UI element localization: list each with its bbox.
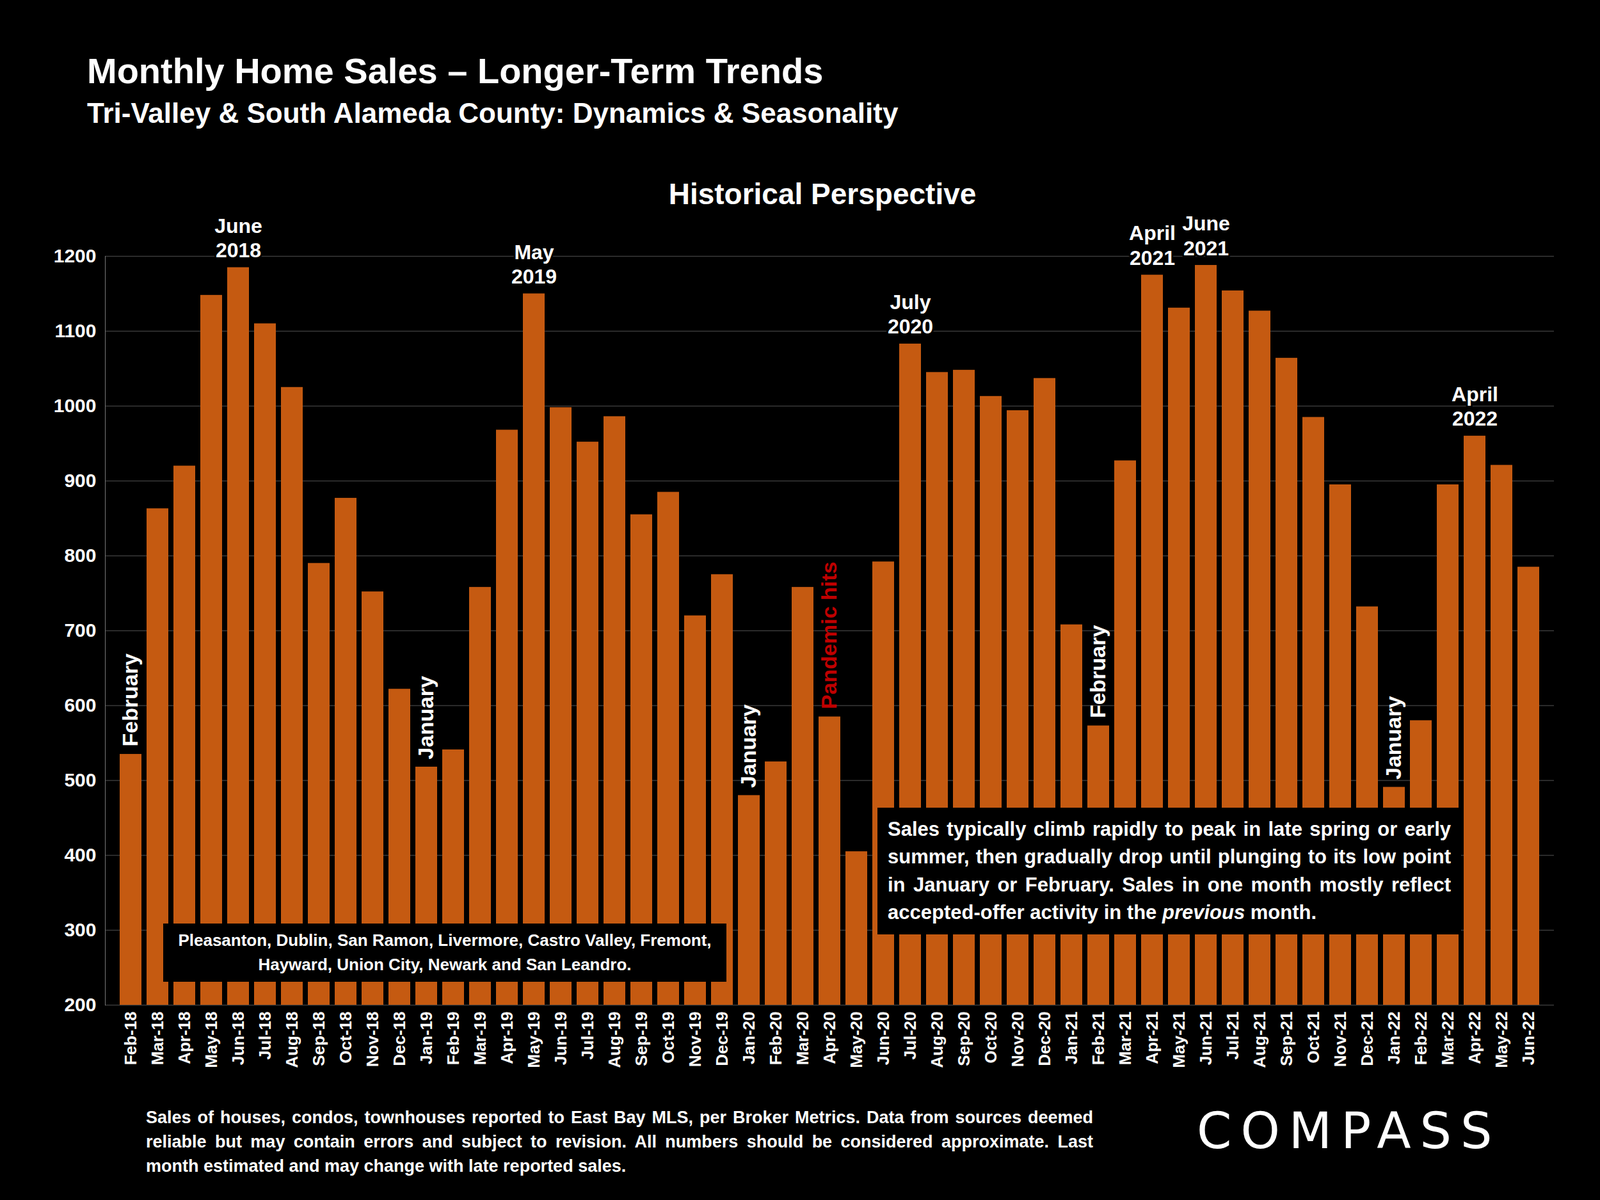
- svg-text:Pandemic hits: Pandemic hits: [816, 561, 841, 710]
- svg-text:May2019: May2019: [511, 240, 557, 288]
- svg-text:600: 600: [64, 694, 96, 716]
- svg-text:Aug-21: Aug-21: [1249, 1011, 1270, 1069]
- svg-text:1100: 1100: [54, 320, 96, 342]
- svg-text:May-19: May-19: [524, 1011, 544, 1069]
- svg-text:Sep-20: Sep-20: [954, 1011, 974, 1067]
- svg-text:Mar-20: Mar-20: [792, 1011, 813, 1066]
- svg-text:May-20: May-20: [846, 1011, 866, 1069]
- svg-text:Apr-21: Apr-21: [1142, 1011, 1162, 1065]
- svg-text:Jan-20: Jan-20: [739, 1011, 759, 1065]
- svg-text:Apr-20: Apr-20: [819, 1011, 840, 1065]
- svg-text:Jan-19: Jan-19: [416, 1011, 436, 1065]
- html-text:Sales of houses, condos, townh: Sales of houses, condos, townhouses repo…: [145, 1107, 1094, 1176]
- svg-text:300: 300: [64, 919, 96, 941]
- svg-text:Nov-19: Nov-19: [685, 1011, 705, 1068]
- svg-text:Mar-22: Mar-22: [1438, 1011, 1458, 1066]
- svg-text:February: February: [1085, 625, 1110, 719]
- svg-text:900: 900: [64, 469, 96, 491]
- svg-text:1200: 1200: [53, 245, 97, 267]
- svg-text:January: January: [736, 704, 761, 788]
- svg-text:Mar-18: Mar-18: [147, 1011, 168, 1066]
- html-text:Tri-Valley & South Alameda Cou: Tri-Valley & South Alameda County: Dynam…: [87, 97, 899, 129]
- svg-text:Nov-20: Nov-20: [1008, 1011, 1028, 1068]
- svg-text:1000: 1000: [53, 394, 97, 416]
- svg-text:Jun-22: Jun-22: [1518, 1011, 1538, 1066]
- svg-text:Aug-20: Aug-20: [927, 1011, 947, 1069]
- svg-text:May-18: May-18: [201, 1011, 221, 1069]
- svg-text:January: January: [1381, 696, 1406, 780]
- svg-text:Dec-20: Dec-20: [1034, 1011, 1055, 1067]
- svg-text:Jun-21: Jun-21: [1196, 1011, 1216, 1066]
- svg-text:Jun-20: Jun-20: [873, 1011, 893, 1066]
- svg-text:Sep-18: Sep-18: [309, 1011, 329, 1067]
- svg-text:Jul-18: Jul-18: [255, 1011, 275, 1060]
- svg-text:Dec-19: Dec-19: [712, 1011, 732, 1067]
- svg-text:May-21: May-21: [1169, 1011, 1189, 1069]
- html-text:Pleasanton, Dublin, San Ramon,: Pleasanton, Dublin, San Ramon, Livermore…: [178, 930, 712, 974]
- svg-text:Jan-21: Jan-21: [1061, 1011, 1081, 1065]
- svg-text:Aug-18: Aug-18: [282, 1011, 302, 1069]
- html-text:Historical Perspective: Historical Perspective: [668, 177, 977, 211]
- html-text:Sales typically climb rapidly: Sales typically climb rapidly to peak in…: [887, 817, 1451, 924]
- svg-text:Nov-21: Nov-21: [1330, 1011, 1350, 1068]
- svg-text:Jul-21: Jul-21: [1223, 1011, 1243, 1060]
- svg-text:700: 700: [64, 619, 96, 641]
- svg-text:Dec-21: Dec-21: [1357, 1011, 1377, 1067]
- svg-text:Apr-19: Apr-19: [497, 1011, 517, 1065]
- svg-text:Jun-18: Jun-18: [228, 1011, 248, 1066]
- svg-text:Feb-21: Feb-21: [1088, 1011, 1108, 1066]
- svg-text:Mar-19: Mar-19: [470, 1011, 490, 1066]
- svg-text:Dec-18: Dec-18: [389, 1011, 409, 1067]
- svg-text:April2022: April2022: [1451, 382, 1499, 431]
- svg-text:Aug-19: Aug-19: [604, 1011, 624, 1069]
- svg-text:Feb-19: Feb-19: [443, 1011, 463, 1066]
- svg-text:Oct-21: Oct-21: [1303, 1011, 1323, 1064]
- svg-text:February: February: [117, 653, 143, 747]
- svg-text:Sep-19: Sep-19: [631, 1011, 651, 1067]
- svg-text:Jul-19: Jul-19: [577, 1011, 598, 1060]
- svg-text:June2021: June2021: [1182, 211, 1231, 260]
- html-text:Monthly Home Sales – Longer-Te: Monthly Home Sales – Longer-Term Trends: [87, 50, 824, 91]
- svg-text:Jun-19: Jun-19: [551, 1011, 571, 1066]
- svg-text:Apr-22: Apr-22: [1464, 1011, 1485, 1065]
- svg-text:May-22: May-22: [1491, 1011, 1512, 1069]
- svg-text:Feb-22: Feb-22: [1411, 1011, 1431, 1066]
- svg-text:Mar-21: Mar-21: [1115, 1011, 1135, 1066]
- svg-text:800: 800: [64, 544, 96, 566]
- svg-text:200: 200: [64, 993, 96, 1016]
- svg-text:Nov-18: Nov-18: [362, 1011, 383, 1068]
- svg-text:500: 500: [64, 769, 96, 791]
- svg-text:April2021: April2021: [1128, 221, 1176, 269]
- svg-text:Oct-20: Oct-20: [981, 1011, 1001, 1064]
- svg-text:400: 400: [64, 844, 96, 866]
- html-text:COMPASS: COMPASS: [1196, 1102, 1502, 1160]
- svg-text:Jan-22: Jan-22: [1384, 1011, 1404, 1065]
- svg-text:July2020: July2020: [887, 290, 934, 338]
- svg-text:January: January: [413, 675, 438, 760]
- svg-text:Sep-21: Sep-21: [1276, 1011, 1296, 1067]
- svg-text:June2018: June2018: [214, 214, 263, 262]
- svg-text:Feb-18: Feb-18: [120, 1011, 141, 1066]
- svg-text:Oct-19: Oct-19: [658, 1011, 678, 1064]
- svg-text:Feb-20: Feb-20: [766, 1011, 786, 1066]
- svg-text:Apr-18: Apr-18: [174, 1011, 194, 1065]
- svg-text:Oct-18: Oct-18: [336, 1011, 356, 1064]
- svg-text:Jul-20: Jul-20: [900, 1011, 920, 1060]
